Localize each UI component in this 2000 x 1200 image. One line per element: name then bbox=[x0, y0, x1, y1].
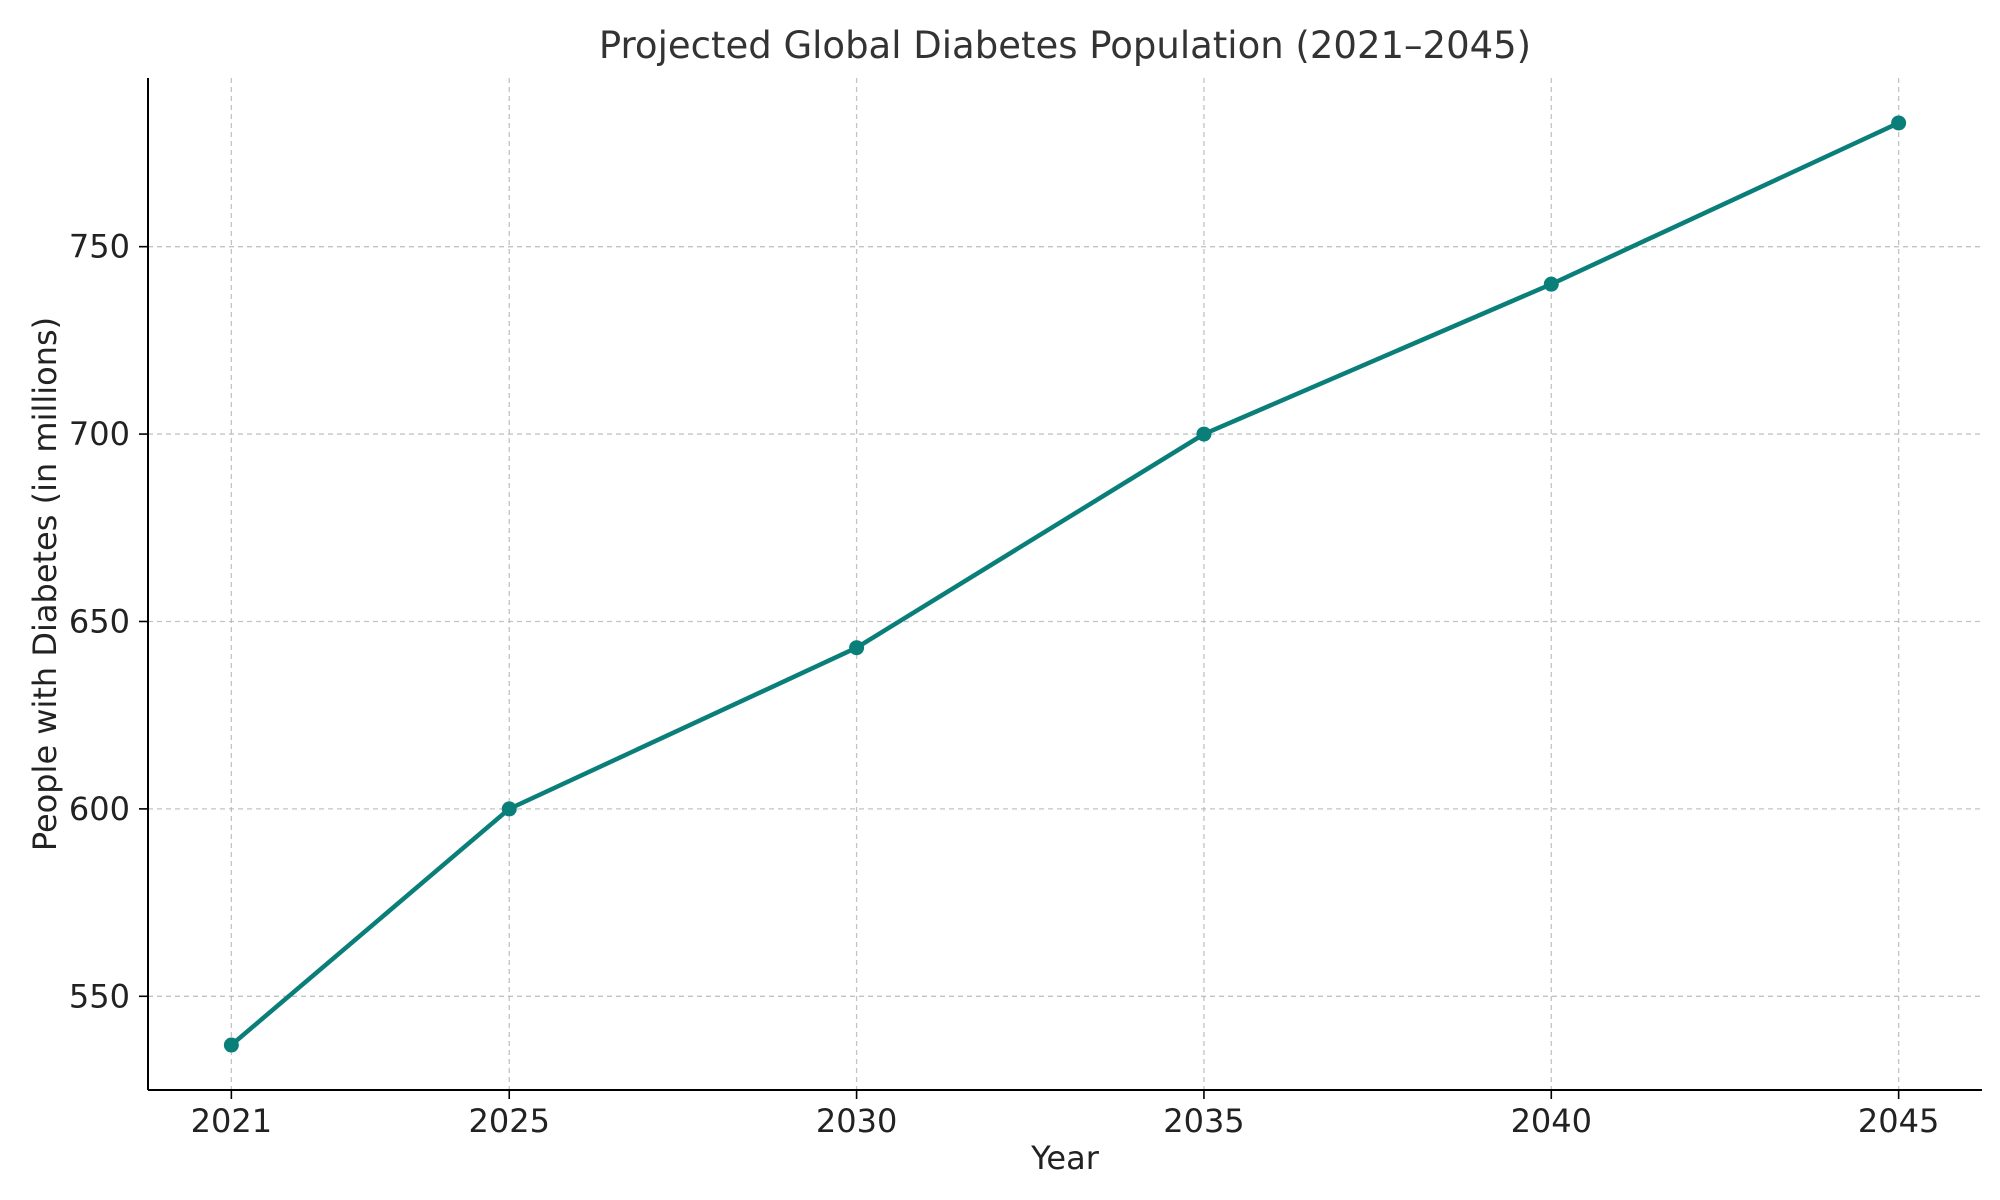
x-tick-label: 2030 bbox=[816, 1102, 897, 1140]
ticks: 2021 2025 2030 2035 2040 2045 550 600 650 700 750 bbox=[69, 228, 1939, 1140]
x-tick-label: 2040 bbox=[1511, 1102, 1592, 1140]
y-tick-label: 700 bbox=[69, 415, 130, 453]
axes bbox=[147, 78, 1982, 1091]
data-point bbox=[223, 1037, 239, 1053]
data-point bbox=[849, 640, 865, 656]
grid bbox=[148, 78, 1982, 1090]
data-point bbox=[1196, 426, 1212, 442]
x-tick-label: 2045 bbox=[1858, 1102, 1939, 1140]
y-tick-label: 600 bbox=[69, 790, 130, 828]
x-tick-label: 2035 bbox=[1163, 1102, 1244, 1140]
series-line bbox=[229, 120, 1901, 1048]
y-tick-label: 650 bbox=[69, 602, 130, 640]
data-point bbox=[1543, 276, 1559, 292]
x-tick-label: 2025 bbox=[469, 1102, 550, 1140]
y-tick-label: 550 bbox=[69, 977, 130, 1015]
series bbox=[223, 115, 1907, 1053]
x-axis-title: Year bbox=[1030, 1139, 1100, 1177]
data-point bbox=[1891, 115, 1907, 131]
x-tick-label: 2021 bbox=[191, 1102, 272, 1140]
data-point bbox=[501, 801, 517, 817]
chart-title: Projected Global Diabetes Population (20… bbox=[599, 24, 1531, 67]
y-axis-title: People with Diabetes (in millions) bbox=[26, 317, 64, 851]
y-tick-label: 750 bbox=[69, 228, 130, 266]
